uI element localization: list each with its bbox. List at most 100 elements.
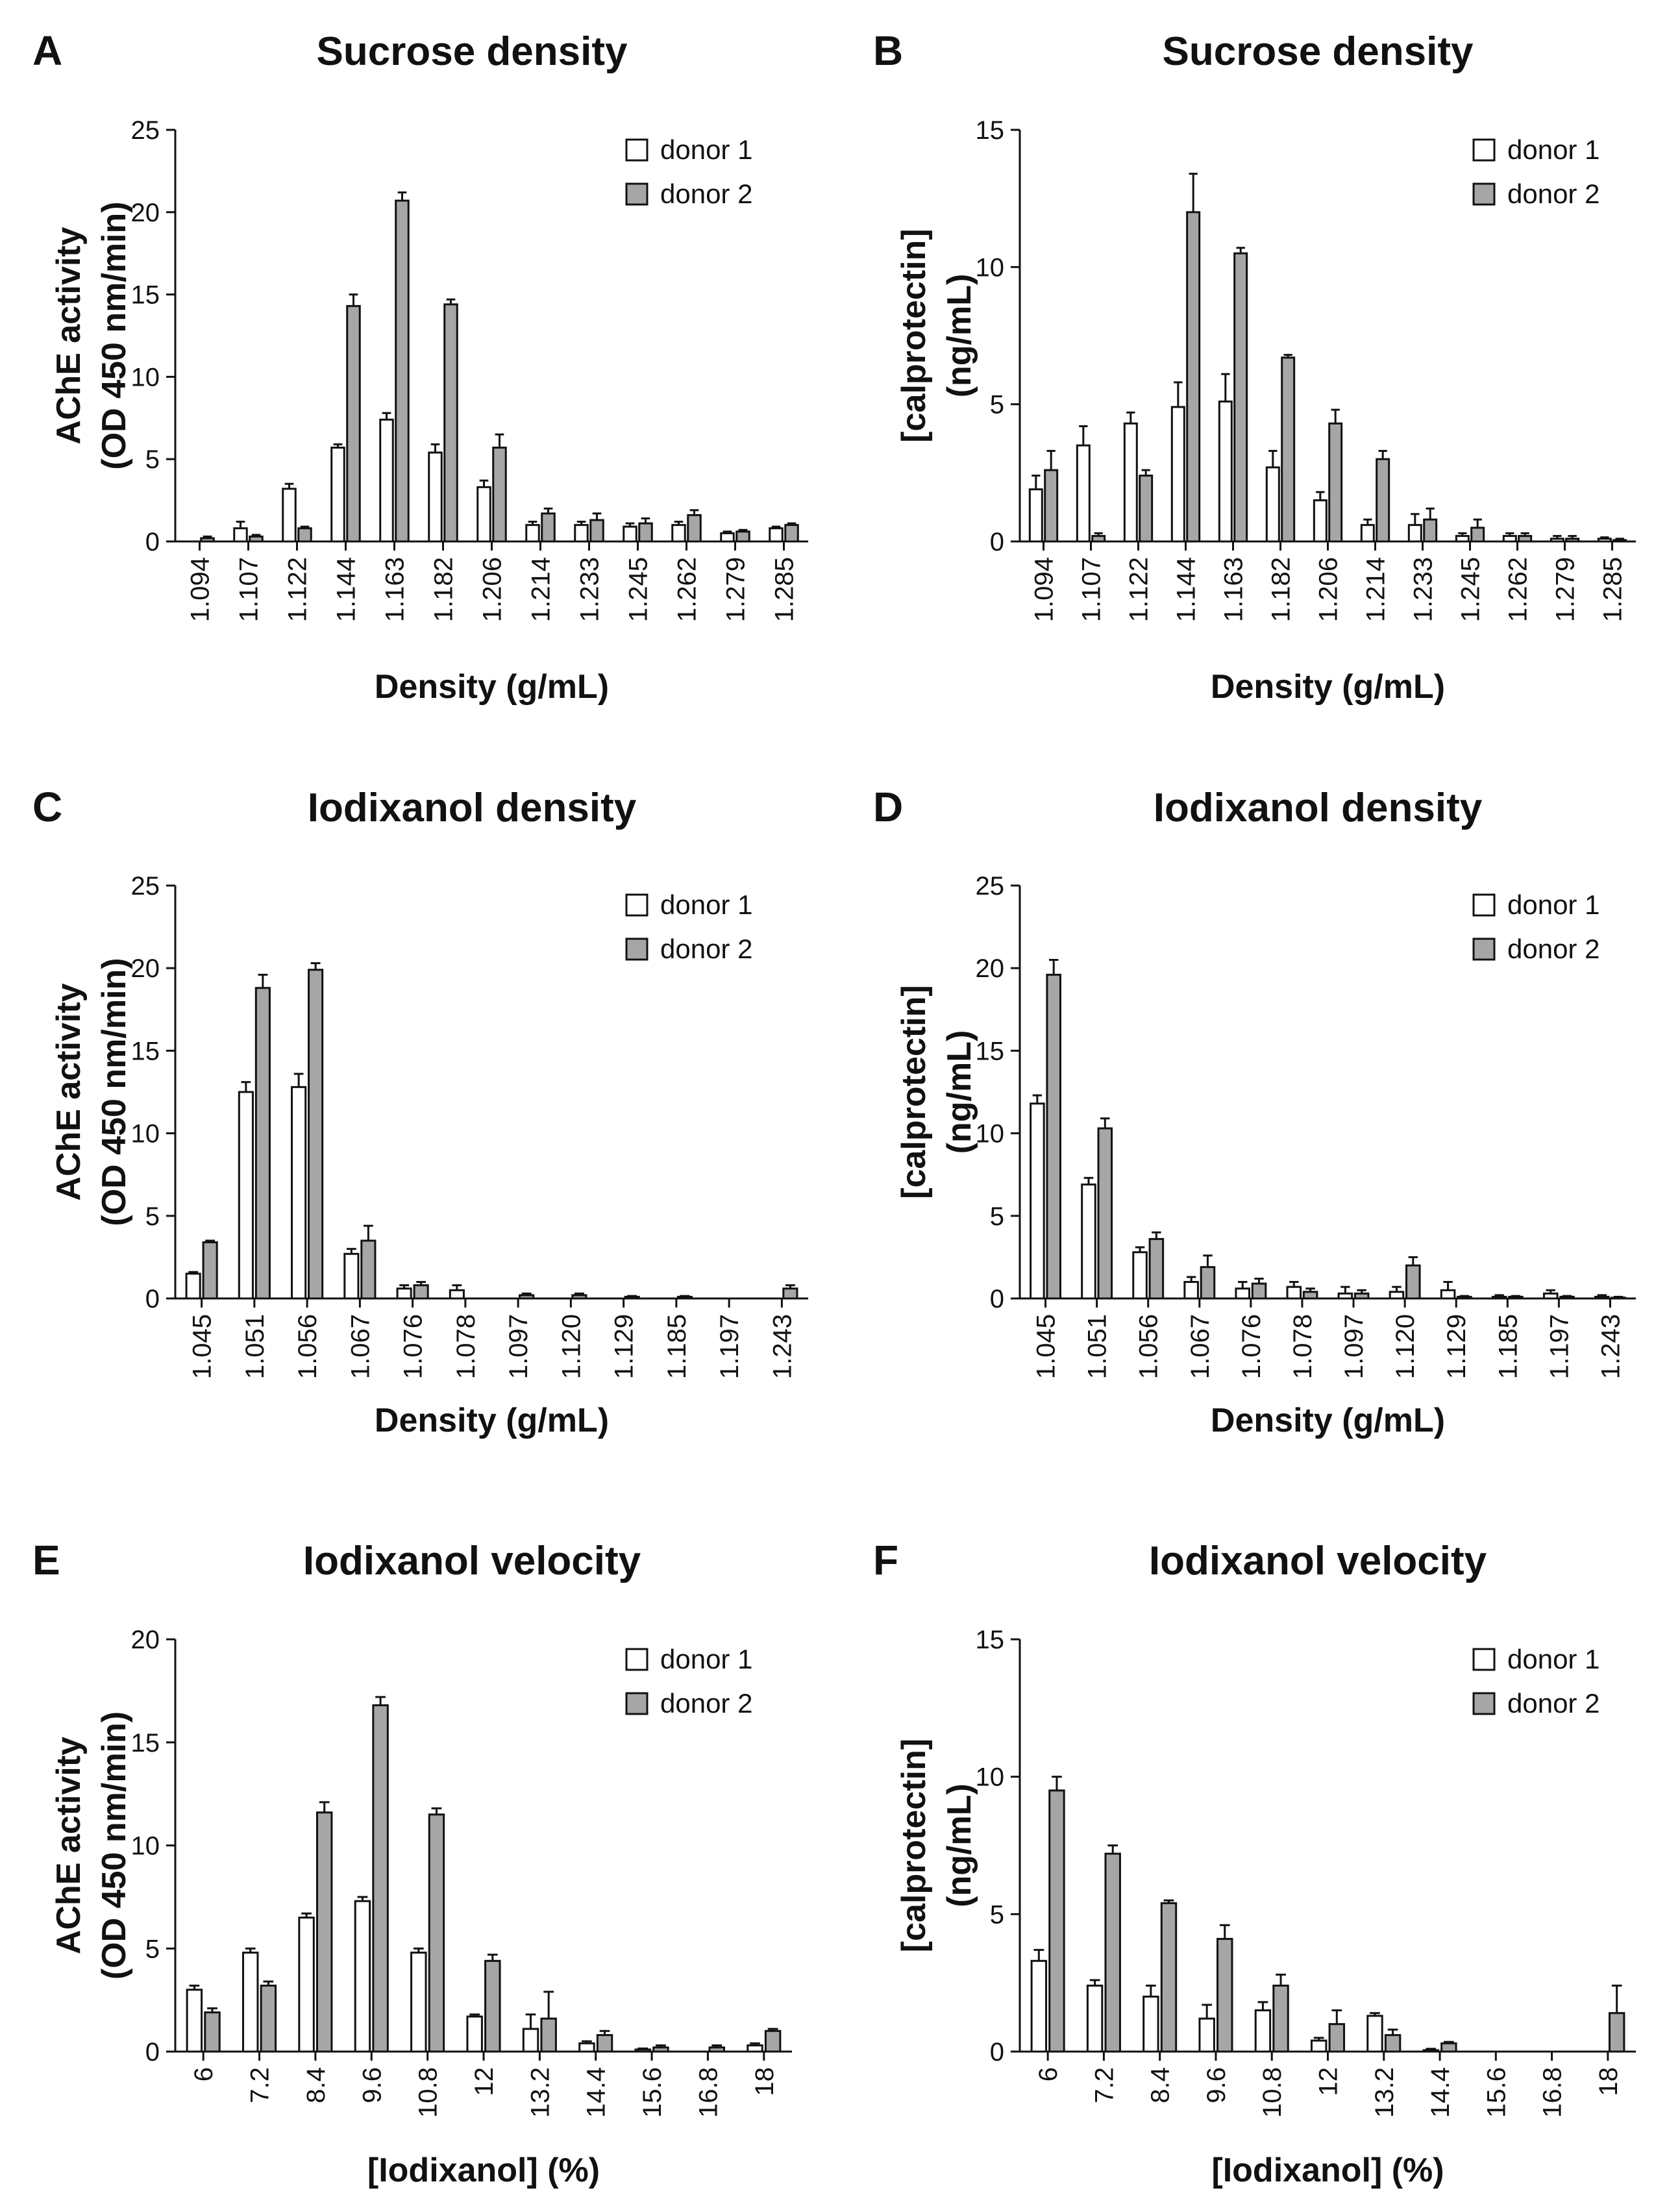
y-tick-label: 15	[976, 1037, 1005, 1065]
bar-donor2	[254, 987, 271, 1300]
y-axis-label: [calprotectin]	[895, 1739, 933, 1952]
bar-donor1	[769, 527, 784, 543]
x-axis-label: Density (g/mL)	[375, 1402, 609, 1439]
y-tick-label: 20	[131, 954, 160, 983]
x-tick-label: 8.4	[302, 2067, 330, 2104]
bar-donor1	[379, 418, 394, 543]
bar-donor1	[1143, 1995, 1159, 2053]
x-tick-label: 1.097	[504, 1314, 533, 1379]
bar-donor2	[764, 2029, 782, 2053]
bar-donor2	[571, 1294, 587, 1300]
x-axis-label: Density (g/mL)	[375, 668, 609, 706]
bar-donor2	[1200, 1266, 1216, 1300]
bar-donor2	[1044, 469, 1059, 543]
y-axis-label-units: (OD 450 nm/min)	[95, 958, 133, 1226]
bar-donor2	[1440, 2042, 1457, 2053]
legend: donor 1 donor 2	[625, 1644, 752, 1719]
panel-letter: E	[32, 1537, 60, 1583]
x-tick-label: 1.078	[1289, 1314, 1317, 1379]
bar-donor1	[623, 525, 637, 543]
x-tick-label: 1.182	[430, 557, 458, 622]
legend-swatch-donor1	[1472, 1648, 1496, 1671]
y-tick-label: 0	[990, 2038, 1004, 2067]
bar-donor2	[1272, 1984, 1289, 2053]
bar-donor1	[720, 532, 735, 543]
bar-donor1	[1286, 1285, 1302, 1300]
panel-letter: F	[873, 1537, 898, 1583]
bar-donor2	[1048, 1789, 1065, 2053]
legend-swatch-donor2	[1472, 937, 1496, 961]
y-tick-label: 15	[976, 1626, 1005, 1654]
bar-donor1	[282, 488, 297, 543]
bar-donor1	[1407, 524, 1422, 543]
bar-donor2	[428, 1813, 445, 2053]
x-tick-label: 1.197	[715, 1314, 744, 1379]
legend-label-donor2: donor 2	[1507, 1688, 1600, 1719]
x-tick-label: 1.067	[1186, 1314, 1215, 1379]
bar-donor1	[1030, 1102, 1045, 1300]
x-tick-label: 1.144	[332, 557, 361, 622]
y-axis-label-units: (OD 450 nm/min)	[95, 1711, 133, 1980]
x-tick-label: 1.122	[1125, 557, 1154, 622]
y-tick-label: 0	[990, 528, 1004, 556]
bar-donor2	[1217, 1937, 1233, 2053]
bar-donor1	[396, 1287, 412, 1300]
bar-donor2	[652, 2046, 669, 2053]
bar-donor1	[466, 2015, 483, 2053]
y-axis-label: AChE activity	[50, 1737, 88, 1954]
y-tick-label: 5	[145, 1935, 160, 1963]
x-tick-label: 10.8	[414, 2067, 443, 2118]
bar-donor1	[298, 1917, 315, 2053]
bar-donor2	[316, 1811, 333, 2053]
y-tick-label: 20	[131, 199, 160, 227]
y-axis-label: [calprotectin]	[895, 229, 933, 442]
legend-label-donor2: donor 2	[1507, 179, 1600, 209]
x-tick-label: 1.214	[527, 557, 556, 622]
bar-donor1	[1170, 406, 1185, 543]
x-tick-label: 1.285	[771, 557, 799, 622]
bar-donor2	[589, 519, 604, 543]
bar-donor1	[1491, 1295, 1507, 1300]
x-tick-label: 1.245	[1457, 557, 1485, 622]
x-tick-label: 1.279	[722, 557, 750, 622]
bar-donor1	[186, 1989, 203, 2053]
bar-donor2	[260, 1984, 277, 2053]
legend-swatch-donor2	[625, 937, 649, 961]
x-tick-label: 12	[1315, 2067, 1343, 2096]
x-tick-label: 1.107	[235, 557, 264, 622]
bar-donor2	[1470, 527, 1485, 543]
x-tick-label: 1.206	[1315, 557, 1343, 622]
bar-donor1	[522, 2028, 539, 2053]
bar-donor2	[1405, 1264, 1421, 1300]
x-tick-label: 1.185	[663, 1314, 691, 1379]
x-tick-label: 1.245	[624, 557, 653, 622]
y-tick-label: 5	[990, 1202, 1004, 1231]
bar-donor2	[372, 1704, 389, 2053]
bar-donor1	[242, 1952, 259, 2053]
legend-label-donor2: donor 2	[660, 934, 752, 964]
bar-donor1	[1030, 1959, 1048, 2053]
bar-donor1	[1422, 2049, 1439, 2053]
legend-swatch-donor2	[1472, 182, 1496, 206]
legend-swatch-donor1	[1472, 138, 1496, 162]
bar-donor1	[291, 1086, 307, 1300]
bar-donor2	[443, 303, 458, 543]
chart-panel-e: E Iodixanol velocity AChE activity (OD 450 …	[32, 1537, 792, 2189]
x-tick-label: 1.120	[557, 1314, 586, 1379]
bar-donor1	[578, 2042, 595, 2053]
y-axis-label-units: (OD 450 nm/min)	[95, 201, 133, 469]
bar-donor2	[1233, 252, 1248, 543]
y-tick-label: 25	[131, 116, 160, 145]
bar-donor1	[1081, 1183, 1096, 1300]
y-tick-label: 5	[145, 445, 160, 474]
x-tick-label: 1.182	[1267, 557, 1296, 622]
bar-donor1	[449, 1289, 465, 1300]
bar-donor2	[541, 512, 556, 543]
bar-donor2	[676, 1295, 693, 1300]
x-tick-label: 14.4	[582, 2067, 611, 2118]
chart-title: Sucrose density	[1163, 29, 1474, 74]
bar-donor2	[346, 304, 361, 543]
y-tick-label: 20	[131, 1626, 160, 1654]
bar-donor1	[1313, 499, 1328, 543]
bar-donor2	[202, 1241, 218, 1300]
